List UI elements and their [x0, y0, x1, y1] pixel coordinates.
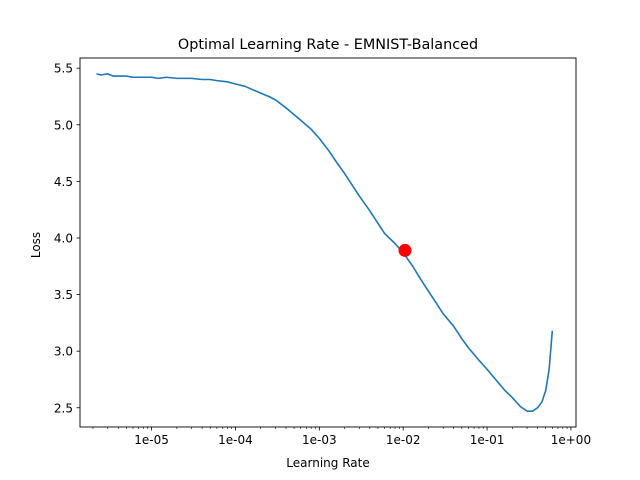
x-tick-label: 1e-01: [470, 433, 505, 447]
y-axis-label: Loss: [29, 232, 43, 258]
y-tick-label: 5.0: [54, 118, 73, 132]
x-axis-label: Learning Rate: [286, 456, 369, 470]
x-tick-label: 1e+00: [551, 433, 591, 447]
x-tick-label: 1e-02: [386, 433, 421, 447]
x-tick-label: 1e-05: [134, 433, 169, 447]
y-tick-label: 3.5: [54, 288, 73, 302]
loss-curve-line-0: [96, 73, 554, 412]
y-tick-label: 3.0: [54, 345, 73, 359]
optimal-lr-marker: [398, 243, 412, 257]
x-tick-label: 1e-03: [302, 433, 337, 447]
y-tick-label: 4.0: [54, 231, 73, 245]
axes-frame: [79, 57, 577, 428]
x-tick-label: 1e-04: [218, 433, 253, 447]
y-tick-label: 5.5: [54, 62, 73, 76]
plot-area: 1e-05 1e-04 1e-03 1e-02 1e-01 1e+00 2.5 3.0 3.5 4…: [54, 57, 591, 447]
y-tick-label: 4.5: [54, 175, 73, 189]
chart-title: Optimal Learning Rate - EMNIST-Balanced: [178, 37, 478, 53]
y-tick-label: 2.5: [54, 401, 73, 415]
